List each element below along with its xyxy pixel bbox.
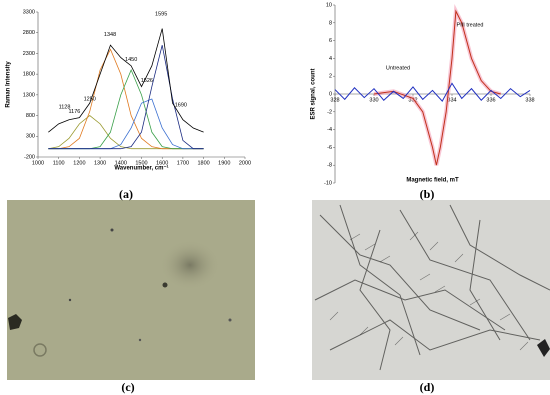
peak-label: 1690	[175, 103, 187, 109]
peak-label: 1128	[59, 105, 71, 111]
x-tick-label: 338	[525, 97, 534, 103]
panel-label: (c)	[121, 380, 134, 394]
y-tick-label: 3300	[23, 9, 35, 15]
y-tick-label: 10	[326, 2, 332, 8]
micrograph-c	[7, 200, 255, 380]
y-tick-label: 4	[329, 56, 332, 62]
y-tick-label: 2	[329, 74, 332, 80]
series-line	[373, 9, 501, 166]
y-tick-label: 1800	[23, 72, 35, 78]
x-tick-label: 336	[486, 97, 495, 103]
y-axis-title: ESR signal, count	[311, 68, 317, 119]
y-tick-label: 2300	[23, 51, 35, 57]
panel-label: (b)	[420, 187, 435, 201]
y-axis-title: Raman Intensity	[6, 61, 12, 108]
y-tick-label: 300	[26, 134, 35, 140]
y-tick-label: 6	[329, 38, 332, 44]
x-tick-label: 2000	[239, 160, 251, 166]
x-tick-label: 1700	[177, 160, 189, 166]
x-axis-title: Magnetic field, mT	[406, 178, 459, 184]
peak-label: 1526	[141, 78, 153, 84]
x-tick-label: 1400	[115, 160, 127, 166]
series-line	[48, 28, 204, 133]
peak-label: 1348	[104, 32, 116, 38]
x-tick-label: 334	[447, 97, 456, 103]
y-tick-label: 800	[26, 113, 35, 119]
y-tick-label: -8	[327, 163, 332, 169]
series-line	[334, 82, 531, 102]
x-axis-title: Wavenumber, cm⁻¹	[114, 165, 168, 172]
x-tick-label: 1900	[218, 160, 230, 166]
y-tick-label: -10	[324, 180, 332, 186]
series-line	[48, 45, 204, 150]
y-tick-label: -2	[327, 109, 332, 115]
x-tick-label: 330	[369, 97, 378, 103]
panel-label: (a)	[119, 187, 133, 201]
series-label: PIII treated	[457, 22, 484, 28]
y-tick-label: 0	[329, 91, 332, 97]
peak-label: 1595	[155, 12, 167, 18]
x-tick-label: 1800	[197, 160, 209, 166]
y-tick-label: -4	[327, 127, 332, 133]
y-tick-label: 1300	[23, 92, 35, 98]
series-line	[48, 115, 204, 150]
x-tick-label: 1500	[135, 160, 147, 166]
y-tick-label: 8	[329, 20, 332, 26]
series-label: Untreated	[386, 65, 410, 71]
peak-label: 1176	[69, 109, 81, 115]
micrograph-d	[312, 200, 550, 380]
x-tick-label: 1100	[53, 160, 65, 166]
y-tick-label: 2800	[23, 30, 35, 36]
x-tick-label: 1000	[32, 160, 44, 166]
series-halo	[373, 4, 502, 166]
peak-label: 1450	[125, 57, 137, 63]
x-tick-label: 1600	[156, 160, 168, 166]
y-tick-label: -200	[24, 154, 35, 160]
peak-label: 1250	[84, 96, 96, 102]
y-tick-label: -6	[327, 145, 332, 151]
series-line	[48, 48, 204, 150]
x-tick-label: 1200	[73, 160, 85, 166]
x-tick-label: 328	[330, 97, 339, 103]
panel-label: (d)	[420, 380, 435, 394]
x-tick-label: 1300	[94, 160, 106, 166]
